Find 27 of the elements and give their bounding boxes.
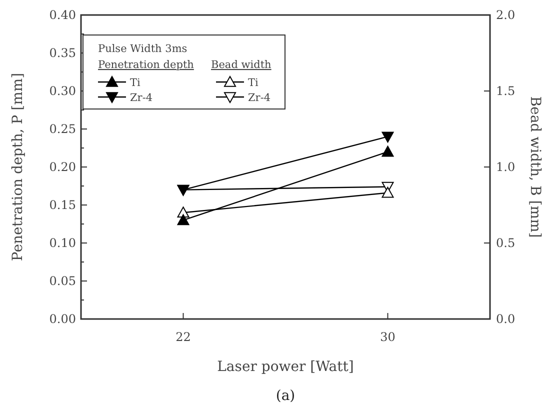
legend-label: Ti xyxy=(130,77,142,89)
y2-tick-label: 2.0 xyxy=(496,8,516,22)
y2-tick-label: 0.0 xyxy=(496,312,516,326)
legend-label: Ti xyxy=(248,77,260,89)
y-tick-label: 0.15 xyxy=(49,198,76,212)
legend-title: Pulse Width 3ms xyxy=(98,43,188,55)
legend-label: Zr-4 xyxy=(130,92,153,104)
x-tick-label: 30 xyxy=(380,330,396,344)
y-tick-label: 0.30 xyxy=(49,84,76,98)
y-tick-label: 0.25 xyxy=(49,122,76,136)
x-axis-title: Laser power [Watt] xyxy=(217,359,354,375)
x-tick-label: 22 xyxy=(176,330,191,344)
y2-tick-label: 1.5 xyxy=(496,84,516,98)
y-tick-label: 0.20 xyxy=(49,160,76,174)
y-axis-title: Penetration depth, P [mm] xyxy=(10,72,26,262)
legend-label: Zr-4 xyxy=(248,92,271,104)
y-tick-label: 0.00 xyxy=(49,312,76,326)
y-tick-label: 0.35 xyxy=(49,46,76,60)
annotation: Bead width xyxy=(211,59,272,71)
y-tick-label: 0.40 xyxy=(49,8,76,22)
y-tick-label: 0.05 xyxy=(49,274,76,288)
annotation: Penetration depth xyxy=(98,59,194,71)
text: (a) xyxy=(276,388,296,404)
y2-axis-title: Bead width, B [mm] xyxy=(527,96,543,238)
y2-tick-label: 0.5 xyxy=(496,236,516,250)
y-tick-label: 0.10 xyxy=(49,236,76,250)
y2-tick-label: 1.0 xyxy=(496,160,516,174)
